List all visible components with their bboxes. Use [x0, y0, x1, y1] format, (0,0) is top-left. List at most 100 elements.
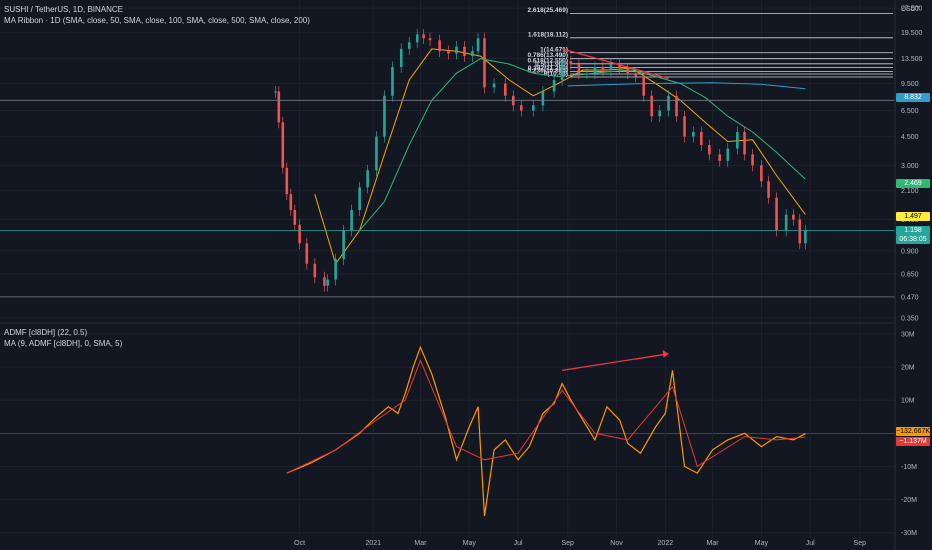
admf-legend[interactable]: ADMF [cl8DH] (22, 0.5) [4, 328, 88, 337]
time-tick-label: Sep [561, 540, 574, 547]
time-tick-label: Sep [854, 540, 867, 547]
candle-body [483, 38, 486, 88]
ma-ribbon-legend[interactable]: MA Ribbon · 1D (SMA, close, 50, SMA, clo… [4, 16, 310, 25]
candle-body [743, 132, 746, 155]
candle-body [675, 95, 678, 117]
price-trend-line [561, 48, 669, 80]
admf-line [286, 345, 806, 517]
price-tick-label: 4.500 [901, 134, 919, 141]
candle-body [804, 230, 807, 244]
price-tick-label: 0.900 [901, 248, 919, 255]
fib-level-label: 0(10.43) [544, 70, 568, 77]
candle-body [428, 38, 432, 41]
time-tick-label: Oct [294, 540, 305, 547]
osc-tick-label: -10M [901, 464, 917, 471]
admf-oscillator [286, 345, 806, 517]
candle-body [784, 214, 788, 231]
candle-body [471, 51, 474, 57]
candle-body [751, 154, 754, 166]
candle-body [552, 79, 556, 92]
time-tick-label: 2022 [658, 540, 674, 547]
candle-body [767, 181, 770, 198]
candle-body [422, 34, 425, 39]
time-axis[interactable]: Oct 2021 Mar May Jul Sep Nov 2022 Mar May Jul Sep [294, 540, 866, 547]
price-tick-label: 0.650 [901, 271, 919, 278]
candle-body [609, 64, 613, 71]
candle-body [399, 48, 403, 68]
ma100-value-badge: 2.469 [896, 179, 930, 188]
candle-body [700, 132, 703, 145]
ma50-value-badge: 1.497 [896, 212, 930, 221]
candle-body [658, 110, 662, 117]
osc-tick-label: -20M [901, 497, 917, 504]
admf-ma-line [286, 359, 806, 474]
candle-body [683, 116, 686, 137]
candle-body [726, 148, 730, 161]
oscillator-axis[interactable]: 30M 20M 10M -10M -20M -30M [901, 331, 917, 537]
candle-body [569, 61, 573, 65]
candle-body [593, 67, 597, 74]
candle-body [293, 209, 297, 225]
ma200-value-badge: 8.832 [896, 93, 930, 102]
osc-tick-label: 20M [901, 365, 915, 372]
candle-body [285, 167, 289, 195]
candle-body [634, 73, 638, 77]
time-tick-label: May [463, 540, 477, 547]
candle-body [366, 170, 369, 188]
price-tick-label: 13.500 [901, 56, 923, 63]
trend-annotations[interactable] [561, 48, 669, 372]
candle-body [415, 34, 419, 43]
candle-body [618, 64, 622, 69]
candle-body [358, 187, 361, 210]
osc-tick-label: 30M [901, 331, 915, 338]
candle-body [708, 144, 711, 155]
symbol-title[interactable]: SUSHI / TetherUS, 1D, BINANCE [4, 5, 123, 14]
candle-body [541, 91, 545, 106]
time-tick-label: Mar [707, 540, 720, 547]
fib-level-label: 0.382(11.250) [528, 65, 568, 72]
price-tick-label: 9.500 [901, 81, 919, 88]
price-tick-label: 0.350 [901, 315, 919, 322]
fibonacci-extension[interactable]: 2.618(25.469) 1.618(18.112) 1(14.671)0.786… [528, 7, 893, 77]
osc-tick-label: 10M [901, 398, 915, 405]
candle-body [718, 154, 722, 161]
current-price-line [0, 99, 895, 298]
candle-body [447, 51, 450, 54]
candle-body [775, 197, 778, 231]
candle-body [650, 95, 654, 117]
candle-body [383, 95, 386, 137]
candle-body [585, 73, 589, 75]
admf-ma-legend[interactable]: MA (9, ADMF [cl8DH], 0, SMA, 5) [4, 339, 123, 348]
price-tick-label: 2.100 [901, 188, 919, 195]
time-tick-label: Jul [806, 540, 815, 547]
candle-body [298, 224, 301, 244]
candle-body [667, 95, 670, 111]
candle-body [626, 68, 630, 74]
price-tick-label: 3.000 [901, 163, 919, 170]
fib-level-label: 2.618(25.469) [528, 7, 568, 14]
time-tick-label: May [755, 540, 769, 547]
ma200-line [567, 82, 806, 90]
candle-body [375, 136, 378, 171]
fib-level-label: 0.618(12.550) [528, 57, 568, 64]
time-tick-label: 2021 [365, 540, 381, 547]
candle-body [305, 243, 309, 264]
candle-body [455, 46, 458, 54]
candle-body [601, 67, 605, 71]
admf-value-badge: −132.667K [896, 427, 931, 436]
candle-body [334, 259, 337, 280]
candle-body [577, 64, 581, 74]
osc-arrow-head [662, 349, 669, 358]
candle-body [350, 209, 353, 231]
price-axis[interactable]: 27.500 19.500 13.500 9.500 6.500 4.500 3.000 2.… [901, 6, 923, 323]
candle-body [736, 132, 739, 149]
fib-level-label: 0.5(11.900) [535, 61, 568, 68]
price-tick-label: 19.500 [901, 30, 923, 37]
candle-body [519, 105, 523, 111]
candle-body [798, 219, 802, 244]
candle-body [281, 122, 285, 168]
candle-body [438, 40, 441, 52]
candle-body [560, 61, 564, 80]
